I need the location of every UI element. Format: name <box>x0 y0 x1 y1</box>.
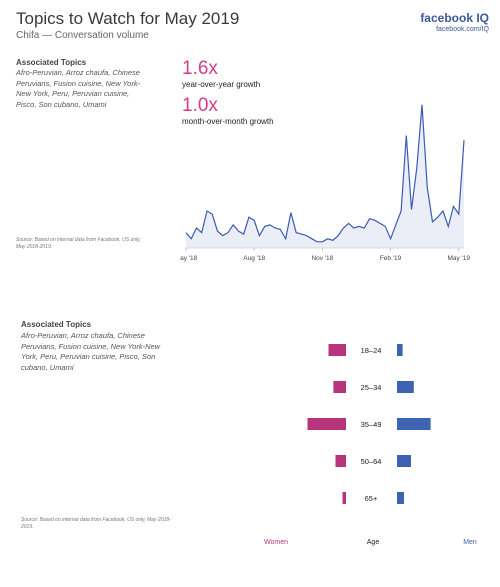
associated-topics-title-bottom: Associated Topics <box>21 320 92 329</box>
yoy-growth-label: year-over-year growth <box>182 80 261 89</box>
x-tick-label: Aug '18 <box>243 255 265 262</box>
men-bar-2 <box>397 418 431 430</box>
age-label-0: 18–24 <box>361 346 382 355</box>
legend-men: Men <box>463 539 477 546</box>
associated-topics-list-top: Afro-Peruvian, Arroz chaufa, Chinese Per… <box>16 68 141 109</box>
women-bar-1 <box>333 381 346 393</box>
men-bar-1 <box>397 381 414 393</box>
conversation-volume-chart: May '18 Aug '18 Nov '18 Feb '19 May '19 <box>180 104 470 262</box>
age-label-1: 25–34 <box>361 383 382 392</box>
volume-line <box>185 104 465 243</box>
men-bar-4 <box>397 492 404 504</box>
women-bar-4 <box>342 492 346 504</box>
x-tick-label: May '19 <box>447 255 470 262</box>
mom-growth-value: 1.0x <box>182 95 218 116</box>
page-title: Topics to Watch for May 2019 <box>16 9 240 28</box>
x-tick-label: Nov '18 <box>311 255 333 262</box>
age-label-2: 35–49 <box>361 420 382 429</box>
women-bar-3 <box>335 455 346 467</box>
mom-growth-label: month-over-month growth <box>182 117 274 126</box>
age-label-4: 65+ <box>365 494 378 503</box>
women-bar-2 <box>307 418 346 430</box>
legend-women: Women <box>264 539 288 546</box>
volume-area <box>186 104 464 248</box>
page-subtitle: Chifa — Conversation volume <box>16 30 149 41</box>
brand-url-link[interactable]: facebook.com/IQ <box>436 26 489 33</box>
x-tick-label: May '18 <box>180 255 198 262</box>
legend-age: Age <box>367 539 380 546</box>
associated-topics-list-bottom: Afro-Peruvian, Arroz chaufa, Chinese Per… <box>21 331 161 372</box>
yoy-growth-value: 1.6x <box>182 58 218 79</box>
source-note-top: Source: Based on internal data from Face… <box>16 237 141 250</box>
men-bar-3 <box>397 455 411 467</box>
x-tick-label: Feb '19 <box>380 255 402 262</box>
brand-logo: facebook IQ <box>420 11 489 25</box>
source-note-bottom: Source: Based on internal data from Face… <box>21 517 171 530</box>
associated-topics-title-top: Associated Topics <box>16 58 87 67</box>
men-bar-0 <box>397 344 403 356</box>
age-gender-chart: 18–24 25–34 35–49 50–64 65+ Women Age Men <box>264 344 477 546</box>
age-label-3: 50–64 <box>361 457 382 466</box>
women-bar-0 <box>328 344 346 356</box>
